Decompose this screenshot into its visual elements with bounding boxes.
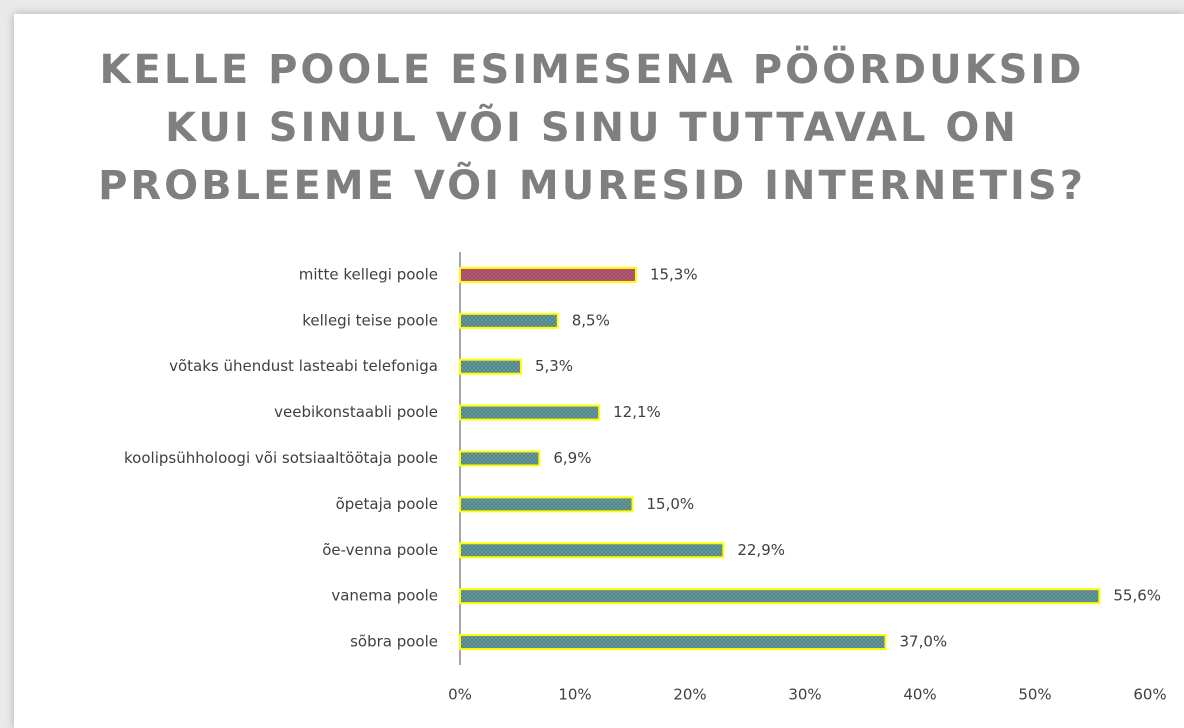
x-tick-label: 0% <box>448 686 472 704</box>
y-tick-label: õe-venna poole <box>322 541 438 559</box>
bar <box>459 496 634 513</box>
data-label: 8,5% <box>572 311 610 329</box>
x-tick-label: 10% <box>558 686 591 704</box>
y-tick-label: õpetaja poole <box>336 495 438 513</box>
y-tick-label: sõbra poole <box>350 633 438 651</box>
y-tick-label: koolipsühholoogi või sotsiaaltöötaja poo… <box>124 449 438 467</box>
x-tick-label: 30% <box>788 686 821 704</box>
chart-frame <box>14 14 1184 728</box>
bar <box>459 588 1101 605</box>
data-label: 15,0% <box>647 495 695 513</box>
y-tick-label: kellegi teise poole <box>302 311 438 329</box>
y-tick-label: võtaks ühendust lasteabi telefoniga <box>169 357 438 375</box>
x-tick-label: 40% <box>903 686 936 704</box>
data-label: 5,3% <box>535 357 573 375</box>
chart-title: KUI SINUL VÕI SINU TUTTAVAL ON <box>165 103 1019 151</box>
bar <box>459 266 637 283</box>
data-label: 37,0% <box>900 633 948 651</box>
data-label: 55,6% <box>1113 587 1161 605</box>
bar <box>459 312 559 329</box>
y-tick-label: vanema poole <box>331 587 438 605</box>
bar <box>459 542 725 559</box>
bar <box>459 634 887 651</box>
data-label: 12,1% <box>613 403 661 421</box>
data-label: 6,9% <box>553 449 591 467</box>
chart-title: KELLE POOLE ESIMESENA PÖÖRDUKSID <box>100 45 1085 93</box>
bar <box>459 450 541 467</box>
y-tick-label: veebikonstaabli poole <box>274 403 438 421</box>
y-tick-label: mitte kellegi poole <box>299 265 438 283</box>
data-label: 22,9% <box>737 541 785 559</box>
data-label: 15,3% <box>650 265 698 283</box>
chart-title: PROBLEEME VÕI MURESID INTERNETIS? <box>98 161 1086 209</box>
x-tick-label: 60% <box>1133 686 1166 704</box>
x-tick-label: 50% <box>1018 686 1051 704</box>
bar <box>459 358 522 375</box>
x-tick-label: 20% <box>673 686 706 704</box>
bar <box>459 404 601 421</box>
